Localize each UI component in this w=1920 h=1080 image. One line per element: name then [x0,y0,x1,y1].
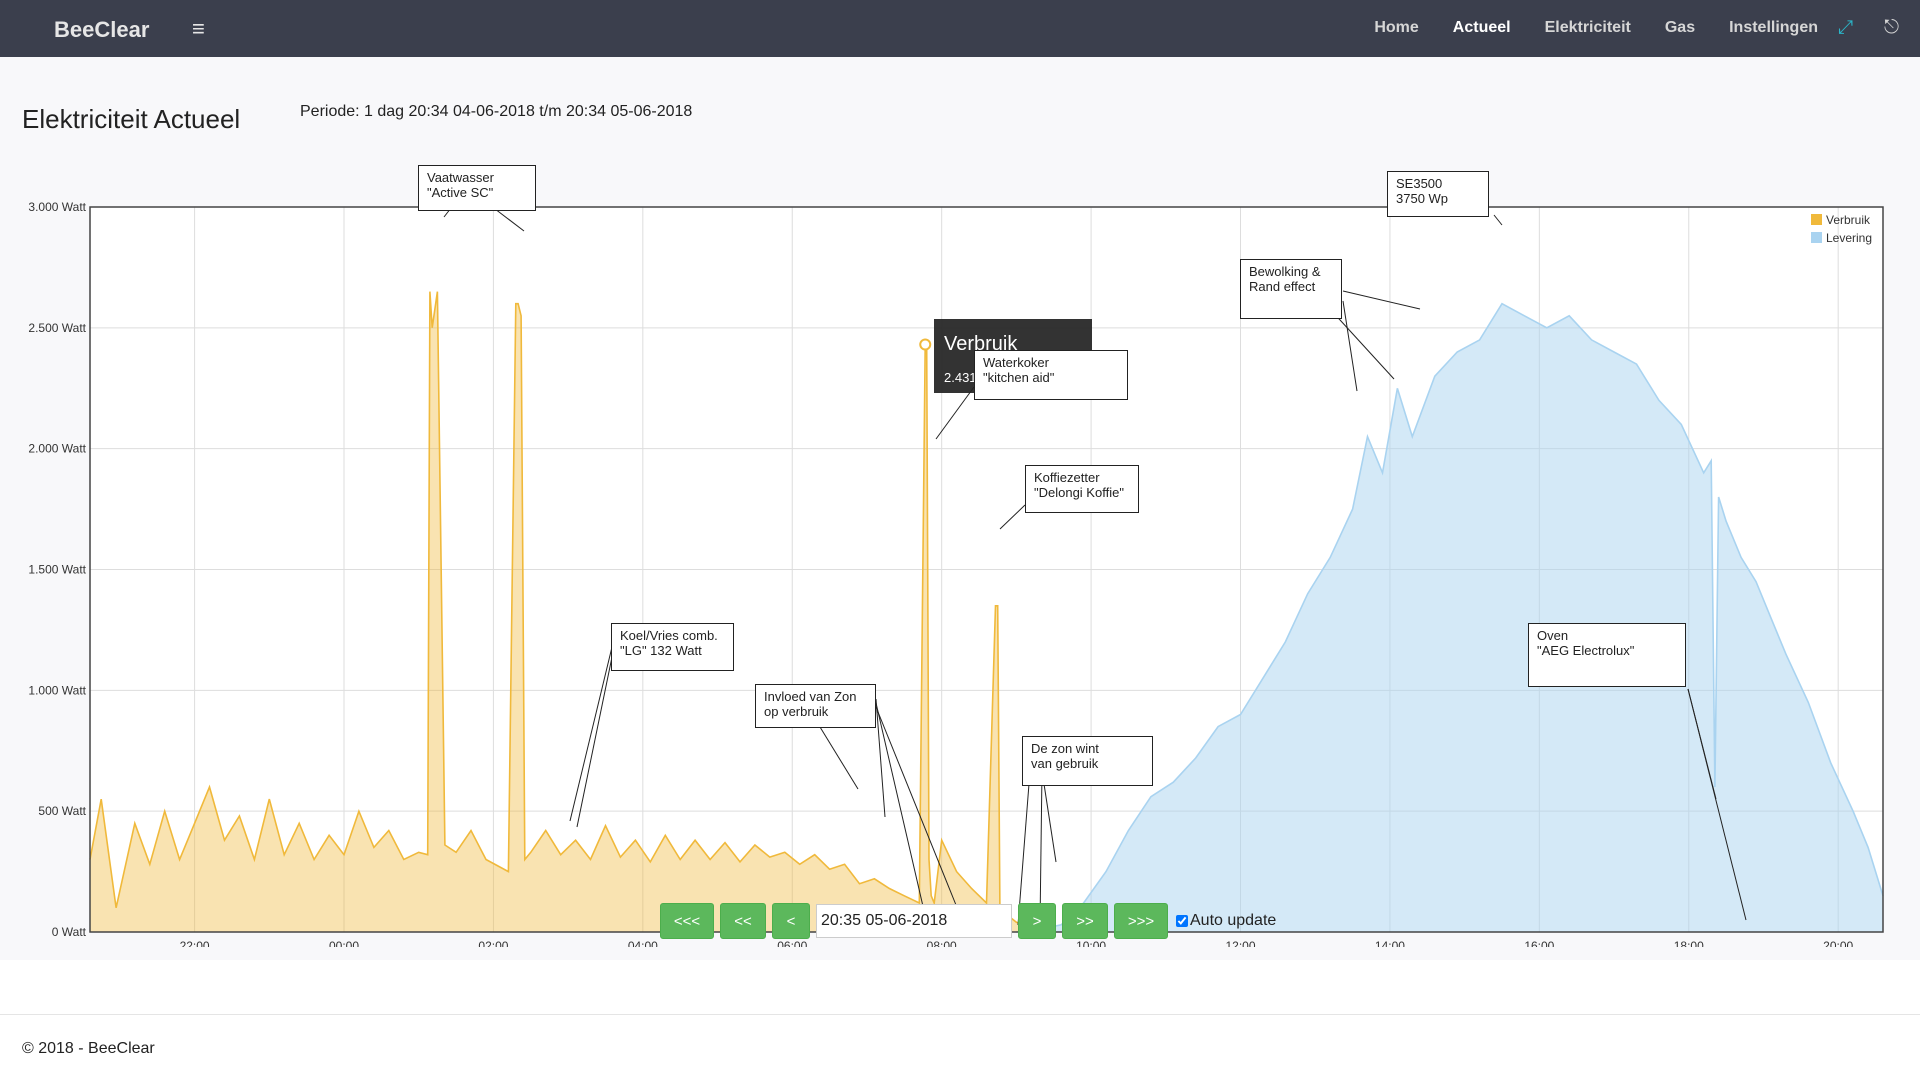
tooltip-marker [919,338,932,351]
annotation-leader-line [875,706,957,906]
electricity-chart[interactable]: 0 Watt 500 Watt 1.000 Watt 1.500 Watt 2.000 … [0,147,1920,947]
x-tick-label: 00:00 [329,939,359,947]
annotation-vaatwasser: Vaatwasser "Active SC" [418,165,536,211]
x-tick-label: 08:00 [927,939,957,947]
page-title: Elektriciteit Actueel [22,104,241,134]
y-tick-label: 2.500 Watt [28,321,86,335]
annotation-leader-line [1342,300,1358,392]
annotation-leader-line [1017,770,1031,926]
x-tick-label: 06:00 [777,939,807,947]
annotation-leader-line [875,702,926,916]
x-tick-label: 14:00 [1375,939,1405,947]
annotation-bewolking: Bewolking & Rand effect [1240,259,1342,319]
annotation-leader-line [1493,214,1503,226]
y-tick-label: 2.000 Watt [28,442,86,456]
nav-link-gas[interactable]: Gas [1664,19,1696,36]
date-input[interactable] [816,904,1012,938]
step-back-button[interactable]: < [772,903,810,939]
annotation-koffiezetter: Koffiezetter "Delongi Koffie" [1025,465,1139,513]
period-label: Periode: 1 dag 20:34 04-06-2018 t/m 20:3… [300,103,693,120]
x-tick-label: 16:00 [1524,939,1554,947]
annotation-zonwint: De zon wint van gebruik [1022,736,1153,786]
legend-label-levering: Levering [1826,231,1872,245]
legend-swatch-verbruik [1811,214,1822,225]
series-area-levering [1016,303,1883,932]
copyright-text: © 2018 - BeeClear [22,1040,155,1057]
navigation-controls: <<< << < > >> >>> Auto update [660,902,1276,940]
y-tick-label: 1.500 Watt [28,563,86,577]
legend-swatch-levering [1811,232,1822,243]
nav-link-home[interactable]: Home [1374,19,1419,36]
annotation-koelvries: Koel/Vries comb. "LG" 132 Watt [611,623,734,671]
y-tick-label: 3.000 Watt [28,200,86,214]
legend-label-verbruik: Verbruik [1826,213,1871,227]
jump-back-button[interactable]: << [720,903,766,939]
annotation-leader-line [875,698,886,818]
nav-link-elektriciteit[interactable]: Elektriciteit [1544,19,1631,36]
auto-update-label: Auto update [1190,912,1277,929]
series-line-levering [1016,302,1884,933]
chart-svg: 0 Watt 500 Watt 1.000 Watt 1.500 Watt 2.000 … [28,198,1884,947]
annotation-invloed: Invloed van Zon op verbruik [755,684,876,728]
nav-link-actueel[interactable]: Actueel [1452,19,1511,36]
jump-forward-button[interactable]: >> [1062,903,1108,939]
annotation-oven: Oven "AEG Electrolux" [1528,623,1686,687]
menu-icon[interactable]: ≡ [192,16,205,41]
jump-back-far-button[interactable]: <<< [660,903,714,939]
x-tick-label: 22:00 [180,939,210,947]
series-area-verbruik [90,291,1039,933]
x-tick-label: 02:00 [478,939,508,947]
x-tick-label: 04:00 [628,939,658,947]
auto-update-toggle[interactable]: Auto update [1176,912,1276,930]
auto-update-checkbox[interactable] [1176,915,1188,927]
y-tick-label: 0 Watt [52,925,87,939]
annotation-leader-line [1342,290,1421,310]
x-tick-label: 18:00 [1674,939,1704,947]
jump-forward-far-button[interactable]: >>> [1114,903,1168,939]
tooltip-title: Verbruik [944,333,1018,355]
annotation-leader-line [569,646,613,822]
annotation-leader-line [1687,688,1747,921]
series-line-verbruik [89,291,1040,931]
brand-logo[interactable]: BeeClear [54,17,150,42]
top-navbar: BeeClear ≡ Home Actueel Elektriciteit Ga… [0,0,1920,57]
annotation-leader-line [576,656,613,828]
x-tick-label: 20:00 [1823,939,1853,947]
y-tick-label: 1.000 Watt [28,683,86,697]
main-content: Elektriciteit Actueel Periode: 1 dag 20:… [0,57,1920,960]
nav-link-instellingen[interactable]: Instellingen [1729,19,1818,36]
x-tick-label: 12:00 [1225,939,1255,947]
step-forward-button[interactable]: > [1018,903,1056,939]
y-tick-label: 500 Watt [38,804,86,818]
nav-links: Home Actueel Elektriciteit Gas Instellin… [1340,19,1818,37]
annotation-waterkoker: Waterkoker "kitchen aid" [974,350,1128,400]
annotation-leader-line [1039,770,1043,926]
annotation-se3500: SE3500 3750 Wp [1387,171,1489,217]
annotation-leader-line [999,504,1026,530]
expand-icon[interactable]: ⤢ [1838,17,1854,38]
annotation-leader-line [819,726,859,790]
x-tick-label: 10:00 [1076,939,1106,947]
annotation-leader-line [1329,308,1395,380]
footer: © 2018 - BeeClear [0,1014,1920,1080]
annotation-leader-line [935,386,975,440]
annotation-leader-line [1041,770,1057,863]
logout-icon[interactable]: ⎋ [1884,17,1900,38]
